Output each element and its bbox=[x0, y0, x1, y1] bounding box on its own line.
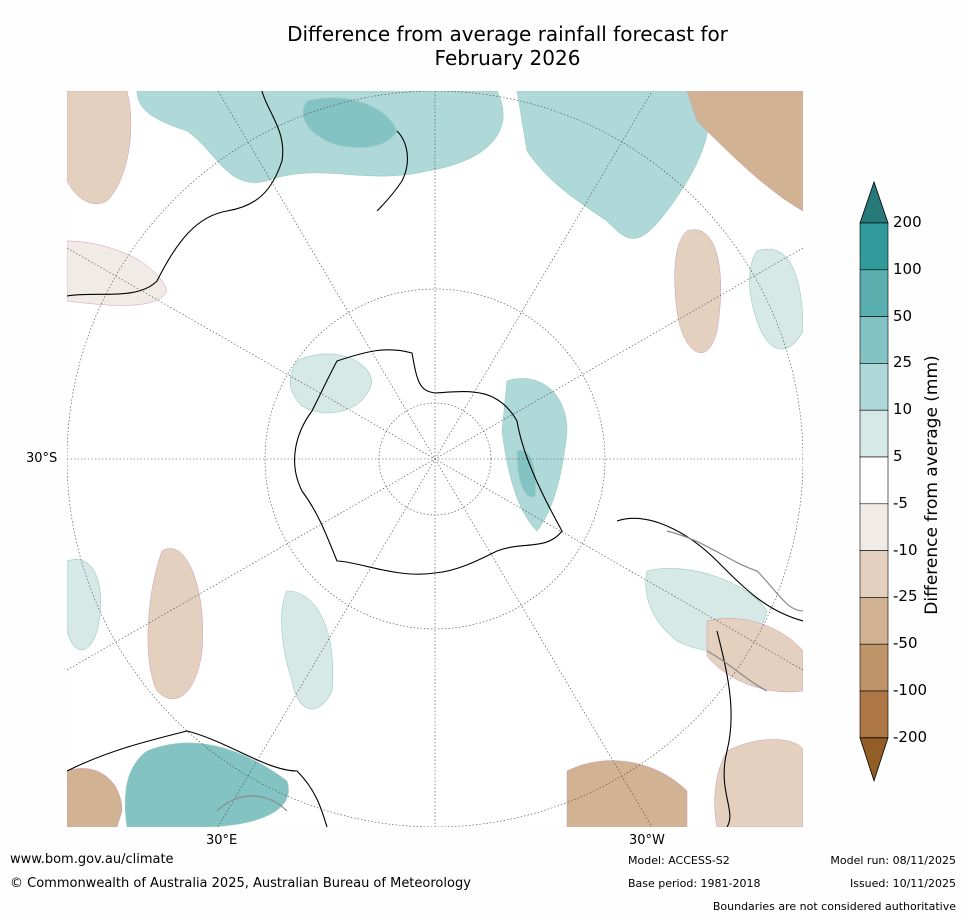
latitude-label-30s: 30°S bbox=[26, 451, 58, 466]
colorbar-tick-label: -25 bbox=[893, 587, 918, 606]
south-america-coastline bbox=[616, 517, 803, 827]
colorbar-band bbox=[859, 409, 889, 458]
colorbar-extend-bottom bbox=[859, 737, 889, 783]
australia-coastline bbox=[67, 91, 284, 297]
colorbar-band bbox=[859, 643, 889, 692]
colorbar-band bbox=[859, 550, 889, 598]
colorbar-tick-label: 100 bbox=[893, 259, 922, 278]
dry-region-ne bbox=[686, 91, 803, 212]
colorbar-band bbox=[859, 690, 889, 739]
colorbar-tick-label: 5 bbox=[893, 447, 903, 465]
colorbar-band bbox=[859, 503, 889, 551]
colorbar-band bbox=[859, 363, 889, 411]
dry-region-indian bbox=[147, 548, 203, 699]
colorbar-tick-label: -50 bbox=[893, 634, 918, 653]
colorbar-band bbox=[859, 316, 889, 364]
wet-anomaly-regions bbox=[67, 91, 803, 827]
title-line-2: February 2026 bbox=[434, 46, 581, 70]
footer-base-period: Base period: 1981-2018 bbox=[628, 877, 761, 890]
dry-region-sw-corner bbox=[67, 768, 123, 827]
colorbar bbox=[850, 180, 960, 790]
latitude-circle-60s bbox=[264, 288, 606, 630]
meridian-150 bbox=[217, 91, 653, 827]
coastlines bbox=[67, 91, 803, 827]
south-america-border bbox=[666, 530, 803, 692]
title-line-1: Difference from average rainfall forecas… bbox=[287, 22, 728, 46]
graticule bbox=[67, 91, 803, 827]
antarctica-coastline bbox=[294, 349, 563, 575]
footer-issued: Issued: 10/11/2025 bbox=[849, 877, 956, 890]
colorbar-tick-label: 10 bbox=[893, 400, 913, 419]
dry-region-east bbox=[674, 229, 721, 354]
polar-map bbox=[67, 91, 803, 827]
colorbar-tick-label: -100 bbox=[893, 681, 928, 699]
colorbar-tick-label: 200 bbox=[893, 213, 922, 231]
africa-coastline bbox=[67, 730, 328, 827]
dry-region-sw bbox=[67, 240, 168, 306]
wet-region-africa-south bbox=[124, 742, 289, 827]
colorbar-band bbox=[859, 269, 889, 317]
wet-region-north-pacific bbox=[516, 91, 710, 239]
chart-title: Difference from average rainfall forecas… bbox=[200, 22, 815, 70]
boundaries bbox=[216, 530, 803, 812]
colorbar-extend-top bbox=[859, 180, 889, 224]
new-zealand-coastline bbox=[376, 130, 408, 212]
colorbar-tick-label: 50 bbox=[893, 306, 913, 325]
wet-region-west-indian bbox=[67, 559, 102, 651]
footer-model: Model: ACCESS-S2 bbox=[628, 854, 730, 867]
colorbar-label: Difference from average (mm) bbox=[922, 355, 942, 615]
dry-anomaly-regions bbox=[67, 91, 803, 827]
longitude-label-30e: 30°E bbox=[206, 833, 238, 848]
colorbar-tick-label: -10 bbox=[893, 540, 918, 559]
wet-region-east-pacific bbox=[749, 248, 803, 350]
footer-disclaimer: Boundaries are not considered authoritat… bbox=[712, 900, 956, 913]
dry-region-south-atlantic bbox=[566, 760, 688, 827]
colorbar-band bbox=[859, 222, 889, 271]
dry-region-south-america bbox=[706, 618, 803, 693]
colorbar-tick-label: -200 bbox=[893, 727, 928, 746]
wet-region-south-atlantic bbox=[501, 378, 568, 532]
colorbar-tick-label: -5 bbox=[893, 493, 908, 512]
wet-region-indian bbox=[289, 353, 373, 414]
footer-model-run: Model run: 08/11/2025 bbox=[830, 854, 956, 867]
wet-region-nz-core bbox=[302, 97, 398, 148]
dry-region-se-corner bbox=[714, 739, 803, 827]
wet-region-mid bbox=[281, 590, 334, 710]
footer-website[interactable]: www.bom.gov.au/climate bbox=[10, 852, 174, 867]
colorbar-tick-label: 25 bbox=[893, 353, 913, 372]
colorbar-band bbox=[859, 456, 889, 505]
africa-border bbox=[216, 795, 288, 812]
colorbar-band bbox=[859, 597, 889, 645]
longitude-label-30w: 30°W bbox=[629, 833, 665, 848]
dry-region-nw bbox=[67, 91, 132, 204]
footer-copyright: © Commonwealth of Australia 2025, Austra… bbox=[10, 876, 471, 891]
wet-region-peninsula bbox=[516, 450, 536, 498]
